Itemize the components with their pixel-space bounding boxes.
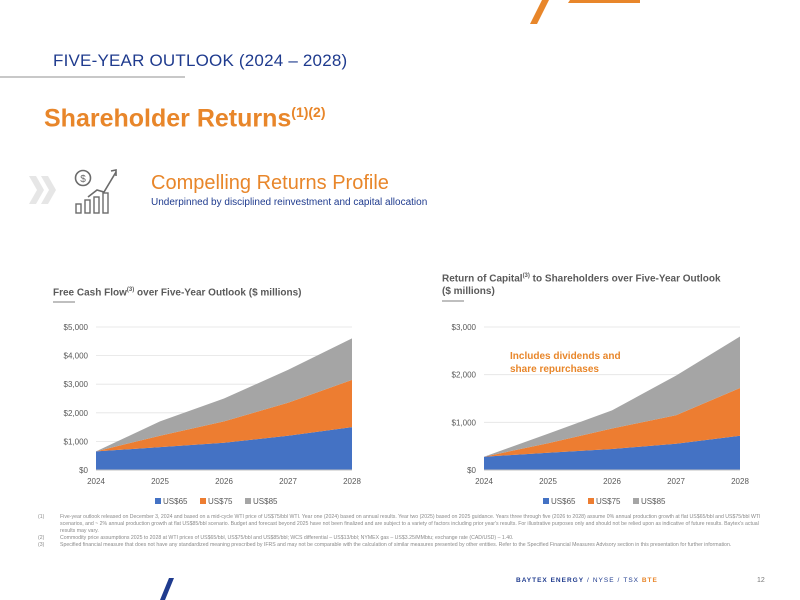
roc-chart-title-sup: (3) [522,273,530,279]
fcf-legend-label: US$65 [163,497,188,506]
roc-chart-title-suffix: to Shareholders over Five-Year Outlook (… [442,273,721,298]
fcf-y-tick-label: $1,000 [64,437,89,446]
page-title-text: Shareholder Returns [44,104,292,133]
roc-y-tick-label: $0 [467,466,476,475]
money-growth-chart-icon: $ [74,169,117,214]
roc-x-tick-label: 2026 [603,477,621,486]
footnote-number: (2) [38,535,45,541]
fcf-y-tick-label: $3,000 [64,380,89,389]
roc-area-us85 [484,336,740,457]
footnote-1: (1) Five-year outlook released on Decemb… [38,514,768,535]
footnote-number: (1) [38,514,45,520]
fcf-area-us85 [96,338,352,452]
svg-text:$: $ [80,174,86,185]
fcf-legend-swatch [200,498,206,504]
footnote-3: (3) Specified financial measure that doe… [38,542,768,549]
section-divider [0,76,185,78]
footer-exchange-tsx: TSX [623,577,640,584]
fcf-legend-swatch [245,498,251,504]
fcf-chart-rule [53,301,75,303]
page-title: Shareholder Returns(1)(2) [44,104,326,133]
roc-legend-label: US$85 [641,497,666,506]
fcf-legend-label: US$75 [208,497,233,506]
fcf-y-tick-label: $5,000 [64,323,89,332]
fcf-x-tick-label: 2026 [215,477,233,486]
profile-title: Compelling Returns Profile [151,172,389,194]
fcf-y-tick-label: $2,000 [64,409,89,418]
roc-annotation-line-2: share repurchases [510,364,599,375]
fcf-x-tick-label: 2024 [87,477,105,486]
footer-exchange-nyse: NYSE [592,577,615,584]
footer-ticker: BTE [641,577,658,584]
fcf-y-tick-label: $4,000 [64,352,89,361]
roc-chart-rule [442,300,464,302]
chevron-arrows-icon [29,176,56,204]
fcf-x-tick-label: 2028 [343,477,361,486]
roc-chart-title-text: Return of Capital [442,273,523,285]
corner-slash-top [530,0,640,24]
footnote-text: Five-year outlook released on December 3… [60,514,761,534]
roc-area-us75 [484,388,740,457]
page-title-footnote-ref: (1)(2) [291,104,326,120]
fcf-area-us65 [96,427,352,470]
fcf-x-tick-label: 2025 [151,477,169,486]
profile-subtitle: Underpinned by disciplined reinvestment … [151,197,428,208]
footnotes: (1) Five-year outlook released on Decemb… [38,514,768,549]
roc-legend-swatch [588,498,594,504]
fcf-legend-label: US$85 [253,497,278,506]
roc-area-chart: $0 $1,000 $2,000 $3,000 2024 2025 2026 2027 2028… [452,323,750,506]
roc-legend-label: US$65 [551,497,576,506]
roc-x-tick-label: 2028 [731,477,749,486]
roc-y-tick-label: $2,000 [452,371,477,380]
fcf-chart-title: Free Cash Flow(3) over Five-Year Outlook… [53,284,373,299]
roc-area-us65 [484,435,740,470]
roc-x-tick-label: 2027 [667,477,685,486]
section-title: FIVE-YEAR OUTLOOK (2024 – 2028) [53,51,348,70]
fcf-chart-title-sup: (3) [126,287,135,293]
roc-annotation-line-1: Includes dividends and [510,351,621,362]
roc-legend-label: US$75 [596,497,621,506]
roc-chart-title: Return of Capital(3) to Shareholders ove… [442,270,732,298]
fcf-chart-title-suffix: over Five-Year Outlook ($ millions) [134,287,302,299]
roc-legend-swatch [543,498,549,504]
footnote-text: Specified financial measure that does no… [60,542,732,548]
page-number: 12 [757,577,765,584]
fcf-y-tick-label: $0 [79,466,88,475]
roc-x-tick-label: 2024 [475,477,493,486]
footnote-2: (2) Commodity price assumptions 2025 to … [38,535,768,542]
footer-brand: BAYTEX ENERGY / NYSE / TSX BTE [516,577,658,584]
fcf-legend-swatch [155,498,161,504]
roc-x-tick-label: 2025 [539,477,557,486]
fcf-area-chart: $0 $1,000 $2,000 $3,000 $4,000 $5,000 2024 2025… [64,323,362,506]
fcf-chart-title-text: Free Cash Flow [53,287,127,299]
fcf-x-tick-label: 2027 [279,477,297,486]
corner-slash-bottom [160,578,174,600]
footnote-number: (3) [38,542,45,548]
roc-legend-swatch [633,498,639,504]
footnote-text: Commodity price assumptions 2025 to 2028… [60,535,514,541]
roc-y-tick-label: $1,000 [452,418,477,427]
roc-y-tick-label: $3,000 [452,323,477,332]
fcf-area-us75 [96,379,352,452]
footer-company: BAYTEX ENERGY [516,577,585,584]
roc-annotation: Includes dividends and share repurchases [510,351,621,375]
